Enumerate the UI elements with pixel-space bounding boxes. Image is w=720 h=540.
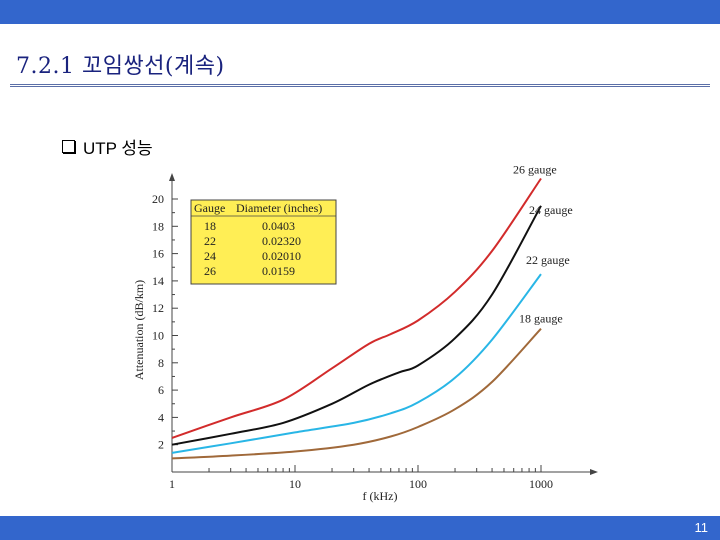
slide-title: 7.2.1 꼬임쌍선(계속) <box>16 54 225 79</box>
legend-background <box>190 199 337 285</box>
series-label: 18 gauge <box>519 312 563 326</box>
series-line-26-gauge <box>171 177 542 439</box>
bullet-item: UTP 성능 <box>62 134 153 159</box>
checkbox-bullet-icon <box>62 140 75 153</box>
legend-cell-gauge: 26 <box>204 264 216 278</box>
top-bar <box>0 0 720 24</box>
legend-cell-diameter: 0.02320 <box>262 234 301 248</box>
legend-cell-gauge: 22 <box>204 234 216 248</box>
x-tick-label: 1000 <box>529 477 553 491</box>
legend-header-diameter: Diameter (inches) <box>236 201 322 215</box>
series-label: 22 gauge <box>526 253 570 267</box>
legend-cell-diameter: 0.02010 <box>262 249 301 263</box>
legend-cell-diameter: 0.0403 <box>262 219 295 233</box>
legend-header-gauge: Gauge <box>194 201 225 215</box>
legend-table: Gauge Diameter (inches) 18 0.0403 22 0.02320 2… <box>190 199 337 285</box>
y-axis-title: Attenuation (dB/km) <box>132 280 146 380</box>
chart-series <box>171 177 542 460</box>
series-line-18-gauge <box>171 328 542 460</box>
chart-axes <box>169 173 598 475</box>
title-divider <box>10 84 710 87</box>
x-axis-title: f (kHz) <box>363 489 398 503</box>
x-tick-label: 1 <box>169 477 175 491</box>
series-label: 24 gauge <box>529 203 573 217</box>
y-tick-label: 10 <box>152 329 164 343</box>
y-tick-label: 16 <box>152 247 164 261</box>
y-tick-label: 4 <box>158 410 164 424</box>
y-tick-label: 20 <box>152 192 164 206</box>
legend-cell-diameter: 0.0159 <box>262 264 295 278</box>
series-label: 26 gauge <box>513 163 557 177</box>
y-axis-arrow <box>169 173 175 181</box>
series-line-24-gauge <box>171 205 542 446</box>
legend-cell-gauge: 24 <box>204 249 216 263</box>
page-number: 11 <box>694 520 709 535</box>
y-tick-label: 2 <box>158 438 164 452</box>
y-tick-label: 6 <box>158 383 164 397</box>
y-tick-label: 8 <box>158 356 164 370</box>
y-tick-label: 14 <box>152 274 164 288</box>
bullet-text: UTP 성능 <box>83 139 153 158</box>
bottom-bar: 11 <box>0 516 720 540</box>
y-tick-label: 18 <box>152 219 164 233</box>
series-line-22-gauge <box>171 273 542 454</box>
x-tick-label: 100 <box>409 477 427 491</box>
x-axis-arrow <box>590 469 598 475</box>
x-tick-label: 10 <box>289 477 301 491</box>
y-tick-label: 12 <box>152 301 164 315</box>
legend-cell-gauge: 18 <box>204 219 216 233</box>
